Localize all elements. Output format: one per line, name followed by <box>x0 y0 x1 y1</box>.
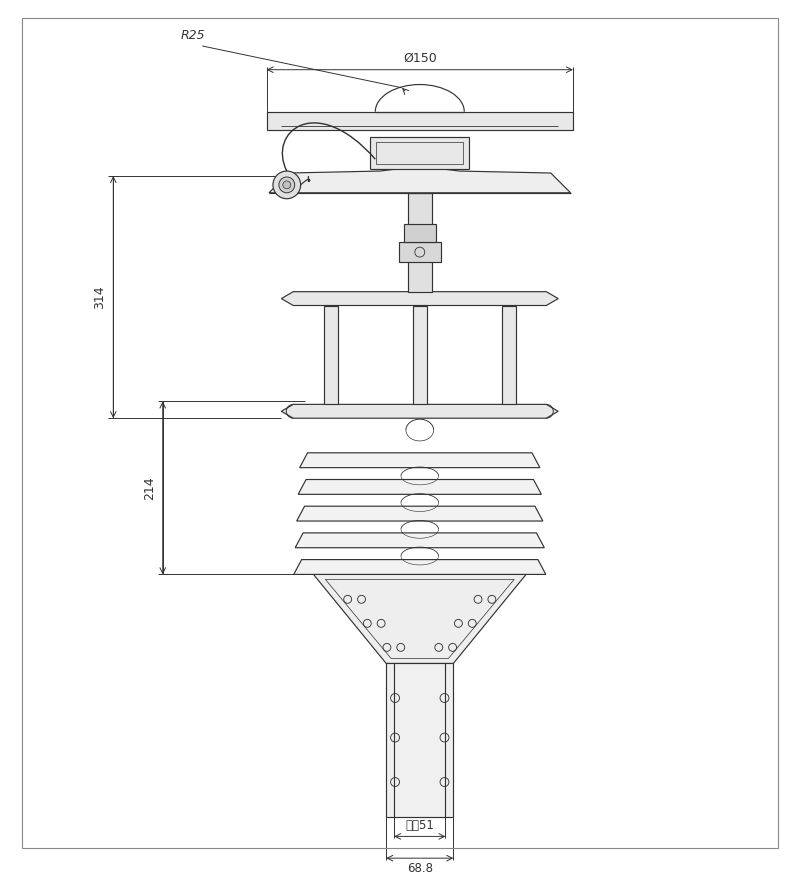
Polygon shape <box>297 506 543 521</box>
Bar <box>408 193 432 292</box>
Polygon shape <box>298 479 542 494</box>
Polygon shape <box>294 560 546 575</box>
Bar <box>404 224 435 243</box>
Text: 314: 314 <box>94 286 106 309</box>
Bar <box>376 143 463 164</box>
Bar <box>502 306 516 405</box>
Text: R25: R25 <box>181 29 205 42</box>
Bar <box>386 663 454 816</box>
Polygon shape <box>300 453 540 468</box>
Polygon shape <box>269 166 570 193</box>
Text: Ø150: Ø150 <box>403 52 437 65</box>
Circle shape <box>279 177 294 193</box>
Polygon shape <box>282 292 558 306</box>
Text: 214: 214 <box>142 476 156 499</box>
Circle shape <box>283 181 290 189</box>
Polygon shape <box>295 533 544 548</box>
Bar <box>370 138 470 169</box>
Bar <box>399 243 441 262</box>
Bar <box>266 112 573 130</box>
Circle shape <box>273 171 301 199</box>
Bar <box>413 306 426 405</box>
Polygon shape <box>314 575 526 663</box>
Bar <box>324 306 338 405</box>
Text: 内径51: 内径51 <box>406 819 434 832</box>
Text: 68.8: 68.8 <box>406 862 433 875</box>
Polygon shape <box>282 405 558 418</box>
